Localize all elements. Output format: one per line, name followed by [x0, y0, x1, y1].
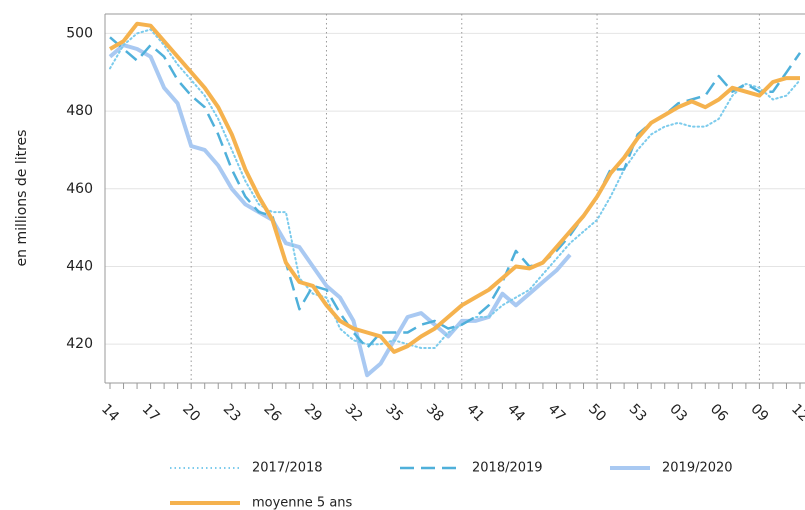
x-tick-label: 20 [179, 401, 203, 425]
x-tick-label: 29 [301, 401, 325, 425]
y-tick-label: 480 [66, 103, 93, 119]
x-tick-label: 17 [139, 401, 163, 425]
series-line [108, 43, 572, 378]
x-tick-label: 03 [666, 401, 690, 425]
x-tick-label: 41 [463, 401, 487, 425]
y-tick-label: 460 [66, 181, 93, 197]
legend-label: 2019/2020 [662, 461, 733, 476]
x-tick-label: 26 [260, 401, 284, 425]
series-line [109, 36, 802, 350]
legend-label: 2017/2018 [252, 461, 323, 476]
x-tick-label: 35 [382, 401, 406, 425]
series-line [109, 28, 801, 349]
x-tick-label: 12 [788, 401, 805, 425]
x-tick-label: 23 [220, 401, 244, 425]
series-line [108, 21, 800, 354]
x-tick-label: 50 [585, 401, 609, 425]
legend-label: moyenne 5 ans [252, 496, 353, 510]
x-tick-label: 38 [423, 401, 447, 425]
x-tick-label: 14 [98, 401, 122, 425]
y-axis-label: en millions de litres [14, 130, 30, 267]
y-tick-label: 440 [66, 258, 93, 274]
legend-label: 2018/2019 [472, 461, 543, 476]
y-tick-label: 500 [66, 25, 93, 41]
x-tick-label: 06 [707, 401, 731, 425]
x-tick-label: 09 [747, 401, 771, 425]
x-tick-label: 47 [545, 401, 569, 425]
x-tick-label: 44 [504, 401, 528, 425]
x-tick-label: 32 [342, 401, 366, 425]
y-tick-label: 420 [66, 336, 93, 352]
x-tick-label: 53 [626, 401, 650, 425]
